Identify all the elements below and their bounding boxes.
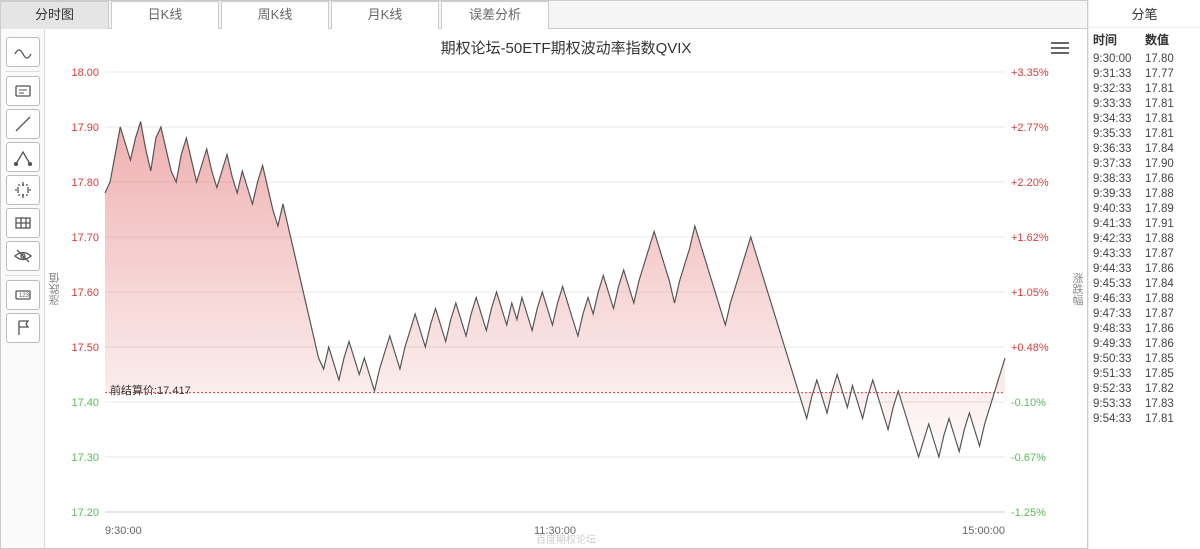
svg-text:17.20: 17.20 (71, 507, 99, 519)
tick-row: 9:44:3317.86 (1089, 261, 1200, 276)
tick-row: 9:39:3317.88 (1089, 186, 1200, 201)
tick-row: 9:47:3317.87 (1089, 306, 1200, 321)
tick-row: 9:30:0017.80 (1089, 51, 1200, 66)
tick-row: 9:41:3317.91 (1089, 216, 1200, 231)
tick-row: 9:35:3317.81 (1089, 126, 1200, 141)
tick-row: 9:36:3317.84 (1089, 141, 1200, 156)
tick-row: 9:33:3317.81 (1089, 96, 1200, 111)
tool-wave-icon[interactable] (6, 37, 40, 67)
tab-1[interactable]: 日K线 (111, 1, 219, 29)
svg-text:-0.10%: -0.10% (1011, 397, 1046, 409)
tab-3[interactable]: 月K线 (331, 1, 439, 29)
tick-row: 9:43:3317.87 (1089, 246, 1200, 261)
tool-angle-icon[interactable] (6, 142, 40, 172)
svg-text:+0.48%: +0.48% (1011, 342, 1049, 354)
svg-text:17.30: 17.30 (71, 452, 99, 464)
settlement-price-label: 前结算价:17.417 (110, 382, 191, 398)
tick-row: 9:40:3317.89 (1089, 201, 1200, 216)
svg-text:+2.77%: +2.77% (1011, 122, 1049, 134)
tick-row: 9:49:3317.86 (1089, 336, 1200, 351)
tick-row: 9:51:3317.85 (1089, 366, 1200, 381)
chart-menu-icon[interactable] (1051, 39, 1069, 57)
tool-crosshair-icon[interactable] (6, 175, 40, 205)
tab-0[interactable]: 分时图 (1, 1, 109, 29)
ticks-panel: 分笔 时间 数值 9:30:0017.809:31:3317.779:32:33… (1088, 0, 1200, 549)
price-chart[interactable]: 18.00 17.90 17.80 17.70 17.60 17.50 17.40 17.30… (45, 62, 1065, 542)
ticks-header: 时间 数值 (1089, 28, 1200, 51)
ticks-head-time: 时间 (1093, 31, 1145, 48)
tab-2[interactable]: 周K线 (221, 1, 329, 29)
y-axis-right-label: 涨跌幅 (1069, 272, 1085, 305)
tick-row: 9:42:3317.88 (1089, 231, 1200, 246)
ticks-title: 分笔 (1089, 0, 1200, 28)
tool-txt-icon[interactable] (6, 76, 40, 106)
tick-row: 9:31:3317.77 (1089, 66, 1200, 81)
svg-text:+2.20%: +2.20% (1011, 177, 1049, 189)
svg-text:+1.05%: +1.05% (1011, 287, 1049, 299)
tool-flag-icon[interactable] (6, 313, 40, 343)
ticks-head-value: 数值 (1145, 31, 1169, 48)
chart-tabs: 分时图日K线周K线月K线误差分析 (1, 1, 1087, 29)
tick-row: 9:38:3317.86 (1089, 171, 1200, 186)
tick-row: 9:54:3317.81 (1089, 411, 1200, 426)
y-axis-left-label: 涨跌值 (47, 272, 63, 305)
tick-row: 9:45:3317.84 (1089, 276, 1200, 291)
tick-row: 9:34:3317.81 (1089, 111, 1200, 126)
chart-watermark: 百度期权论坛 (536, 531, 596, 546)
svg-text:123: 123 (19, 293, 30, 299)
tick-row: 9:32:3317.81 (1089, 81, 1200, 96)
tick-row: 9:52:3317.82 (1089, 381, 1200, 396)
tick-row: 9:37:3317.90 (1089, 156, 1200, 171)
svg-text:17.50: 17.50 (71, 342, 99, 354)
svg-text:17.90: 17.90 (71, 122, 99, 134)
svg-text:-0.67%: -0.67% (1011, 452, 1046, 464)
svg-text:-1.25%: -1.25% (1011, 507, 1046, 519)
svg-text:18.00: 18.00 (71, 67, 99, 79)
tool-line-icon[interactable] (6, 109, 40, 139)
svg-text:+3.35%: +3.35% (1011, 67, 1049, 79)
tool-grid-icon[interactable] (6, 208, 40, 238)
drawing-toolbar: 123 (1, 29, 45, 548)
svg-text:+1.62%: +1.62% (1011, 232, 1049, 244)
tool-eye-icon[interactable] (6, 241, 40, 271)
tab-4[interactable]: 误差分析 (441, 1, 549, 29)
svg-text:15:00:00: 15:00:00 (962, 525, 1005, 537)
svg-text:17.80: 17.80 (71, 177, 99, 189)
tick-row: 9:46:3317.88 (1089, 291, 1200, 306)
tool-counter-icon[interactable]: 123 (6, 280, 40, 310)
chart-title: 期权论坛-50ETF期权波动率指数QVIX (45, 29, 1087, 62)
svg-text:17.60: 17.60 (71, 287, 99, 299)
svg-text:9:30:00: 9:30:00 (105, 525, 142, 537)
tick-row: 9:53:3317.83 (1089, 396, 1200, 411)
svg-text:17.70: 17.70 (71, 232, 99, 244)
tick-row: 9:50:3317.85 (1089, 351, 1200, 366)
tick-row: 9:48:3317.86 (1089, 321, 1200, 336)
svg-text:17.40: 17.40 (71, 397, 99, 409)
